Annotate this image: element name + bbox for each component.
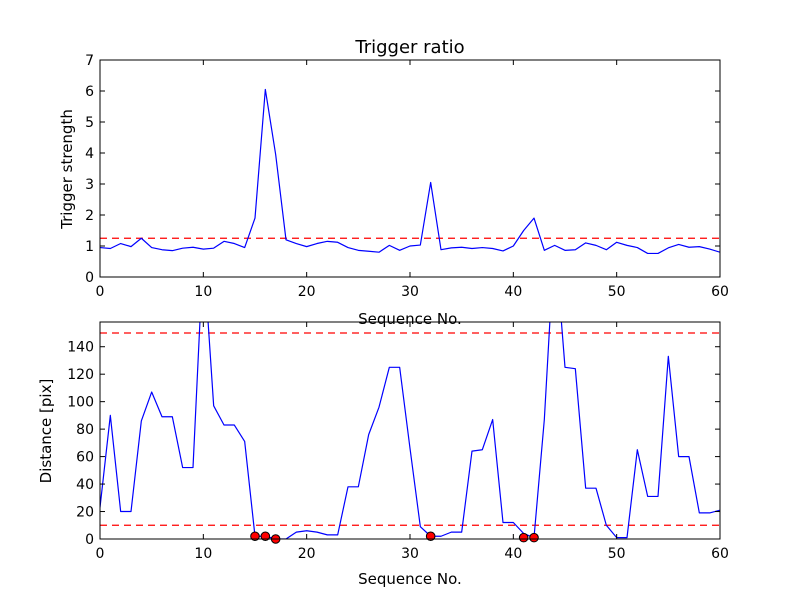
y-tick-label: 2: [85, 208, 94, 224]
y-tick-label: 100: [67, 395, 94, 411]
y-axis-label: Trigger strength: [58, 109, 76, 230]
event-marker: [425, 531, 436, 542]
x-tick-label: 30: [401, 284, 419, 300]
x-tick-label: 20: [298, 546, 316, 562]
x-tick-label: 40: [504, 546, 522, 562]
y-tick-label: 0: [85, 532, 94, 548]
x-tick-label: 30: [401, 546, 419, 562]
x-tick-label: 10: [194, 546, 212, 562]
y-tick-label: 40: [76, 477, 94, 493]
x-tick-label: 50: [608, 284, 626, 300]
y-tick-label: 1: [85, 239, 94, 255]
x-tick-label: 50: [608, 546, 626, 562]
y-tick-label: 60: [76, 450, 94, 466]
trigger-ratio-chart: Trigger ratio 0 10 20 30 40 50 60 0 1 2 3 4 5 6 7 Sequ…: [58, 37, 729, 328]
y-tick-label: 7: [85, 53, 94, 69]
trigger-axis-ticks: 0 10 20 30 40 50 60 0 1 2 3 4 5 6 7: [85, 53, 729, 300]
y-tick-label: 140: [67, 340, 94, 356]
y-tick-label: 120: [67, 367, 94, 383]
y-tick-label: 80: [76, 422, 94, 438]
x-axis-label: Sequence No.: [358, 570, 462, 588]
x-axis-label: Sequence No.: [358, 310, 462, 328]
y-tick-label: 20: [76, 505, 94, 521]
x-tick-label: 10: [194, 284, 212, 300]
event-marker: [518, 532, 529, 543]
x-tick-label: 0: [96, 546, 105, 562]
y-tick-label: 3: [85, 177, 94, 193]
y-tick-label: 0: [85, 270, 94, 286]
event-marker: [250, 531, 260, 542]
distance-chart: 0 10 20 30 40 50 60 0 20 40 60 80 100 120 140 Sequence…: [37, 321, 729, 588]
x-tick-label: 20: [298, 284, 316, 300]
y-tick-label: 5: [85, 115, 94, 131]
chart-title: Trigger ratio: [354, 37, 464, 58]
x-tick-label: 40: [504, 284, 522, 300]
y-tick-label: 6: [85, 84, 94, 100]
y-axis-label: Distance [pix]: [37, 379, 55, 484]
event-marker: [529, 532, 539, 543]
x-tick-label: 0: [96, 284, 105, 300]
x-tick-label: 60: [711, 284, 729, 300]
y-tick-label: 4: [85, 146, 94, 162]
series-line: [100, 88, 720, 255]
distance-axis-ticks: 0 10 20 30 40 50 60 0 20 40 60 80 100 120 140: [67, 322, 729, 562]
plot-content: [100, 88, 720, 255]
event-marker: [260, 531, 271, 542]
x-tick-label: 60: [711, 546, 729, 562]
